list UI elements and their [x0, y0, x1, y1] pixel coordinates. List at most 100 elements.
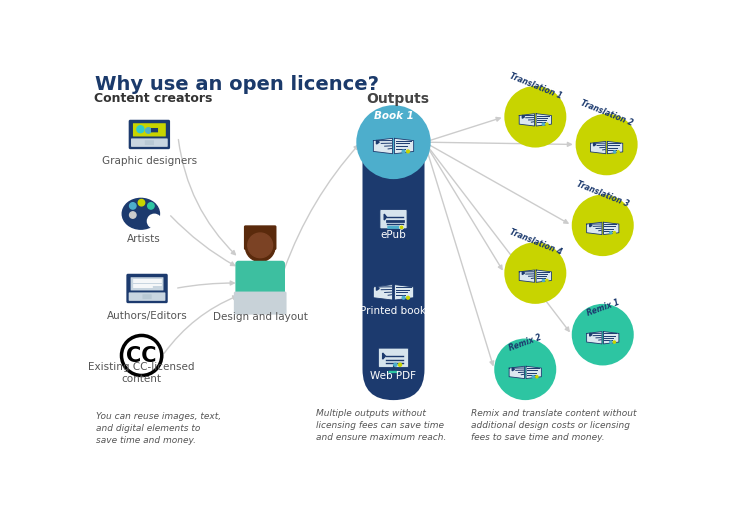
FancyBboxPatch shape — [235, 261, 285, 299]
Polygon shape — [604, 332, 619, 344]
Circle shape — [617, 151, 619, 153]
FancyBboxPatch shape — [126, 274, 168, 303]
Polygon shape — [509, 366, 524, 379]
Polygon shape — [536, 270, 551, 282]
Text: Content creators: Content creators — [94, 92, 212, 105]
Circle shape — [138, 199, 145, 206]
Circle shape — [407, 296, 410, 299]
FancyBboxPatch shape — [234, 292, 287, 315]
Circle shape — [613, 231, 615, 234]
Polygon shape — [522, 115, 525, 118]
Text: Remix 2: Remix 2 — [508, 333, 543, 353]
Text: You can reuse images, text,
and digital elements to
save time and money.: You can reuse images, text, and digital … — [96, 412, 221, 445]
Text: Outputs: Outputs — [366, 92, 429, 106]
Text: Web PDF: Web PDF — [371, 371, 417, 381]
Polygon shape — [383, 353, 385, 359]
Text: Translation 4: Translation 4 — [508, 227, 563, 257]
Circle shape — [610, 231, 612, 234]
Text: Authors/Editors: Authors/Editors — [107, 311, 188, 320]
Circle shape — [536, 376, 538, 378]
Circle shape — [614, 151, 616, 153]
FancyBboxPatch shape — [380, 210, 407, 229]
FancyBboxPatch shape — [131, 277, 164, 290]
Polygon shape — [384, 214, 386, 220]
FancyBboxPatch shape — [133, 123, 166, 136]
Circle shape — [129, 203, 136, 209]
Circle shape — [576, 113, 637, 175]
Circle shape — [399, 363, 402, 366]
Circle shape — [393, 363, 397, 366]
Circle shape — [613, 341, 615, 343]
Polygon shape — [593, 143, 596, 146]
FancyBboxPatch shape — [388, 371, 399, 373]
Text: Why use an open licence?: Why use an open licence? — [95, 75, 379, 94]
Polygon shape — [377, 141, 380, 144]
Circle shape — [542, 123, 545, 125]
Text: Book 1: Book 1 — [374, 111, 413, 121]
Polygon shape — [607, 142, 623, 154]
Circle shape — [121, 335, 162, 376]
FancyBboxPatch shape — [128, 120, 170, 149]
Circle shape — [402, 150, 405, 153]
Text: Multiple outputs without
licensing fees can save time
and ensure maximum reach.: Multiple outputs without licensing fees … — [316, 409, 446, 442]
FancyBboxPatch shape — [142, 294, 152, 299]
FancyBboxPatch shape — [145, 140, 154, 145]
Text: Translation 2: Translation 2 — [579, 99, 634, 128]
Circle shape — [400, 226, 403, 229]
Polygon shape — [373, 285, 393, 300]
FancyBboxPatch shape — [363, 111, 425, 400]
FancyBboxPatch shape — [378, 348, 409, 367]
Circle shape — [546, 280, 548, 282]
Polygon shape — [590, 333, 592, 336]
Text: Graphic designers: Graphic designers — [101, 156, 197, 167]
Circle shape — [407, 150, 410, 153]
Polygon shape — [519, 113, 534, 126]
Text: Remix 1: Remix 1 — [585, 298, 620, 318]
Circle shape — [137, 126, 144, 133]
Polygon shape — [526, 366, 542, 379]
Circle shape — [147, 203, 154, 209]
Text: Remix and translate content without
additional design costs or licensing
fees to: Remix and translate content without addi… — [471, 409, 637, 442]
Polygon shape — [394, 285, 414, 300]
Circle shape — [494, 338, 556, 400]
Polygon shape — [604, 222, 619, 235]
Text: Translation 1: Translation 1 — [508, 71, 563, 100]
FancyBboxPatch shape — [128, 292, 166, 301]
Text: Artists: Artists — [127, 234, 161, 244]
Polygon shape — [373, 138, 393, 154]
Polygon shape — [536, 113, 551, 126]
Text: ePub: ePub — [380, 230, 407, 240]
Text: CC: CC — [126, 346, 157, 366]
FancyBboxPatch shape — [244, 225, 277, 250]
Circle shape — [532, 376, 534, 378]
Circle shape — [247, 233, 272, 258]
Circle shape — [356, 105, 431, 179]
Circle shape — [146, 128, 151, 133]
Text: Existing CC-licensed
content: Existing CC-licensed content — [88, 362, 195, 384]
Circle shape — [572, 195, 634, 256]
Polygon shape — [512, 368, 515, 371]
Circle shape — [129, 212, 136, 218]
Circle shape — [546, 123, 548, 125]
Circle shape — [245, 233, 275, 262]
FancyBboxPatch shape — [151, 128, 158, 132]
Text: Printed book: Printed book — [361, 306, 426, 316]
Circle shape — [147, 214, 161, 228]
Polygon shape — [377, 287, 380, 290]
Ellipse shape — [122, 198, 159, 229]
Circle shape — [504, 86, 566, 148]
Circle shape — [572, 304, 634, 365]
Text: Design and layout: Design and layout — [212, 312, 307, 322]
Polygon shape — [587, 222, 602, 235]
FancyBboxPatch shape — [388, 226, 402, 229]
Circle shape — [402, 296, 405, 299]
Polygon shape — [519, 270, 534, 282]
Polygon shape — [394, 138, 414, 154]
Polygon shape — [590, 224, 592, 227]
Circle shape — [504, 242, 566, 304]
Circle shape — [400, 226, 403, 228]
Circle shape — [610, 341, 612, 343]
Polygon shape — [587, 332, 602, 344]
Circle shape — [542, 280, 545, 282]
Polygon shape — [591, 142, 606, 154]
